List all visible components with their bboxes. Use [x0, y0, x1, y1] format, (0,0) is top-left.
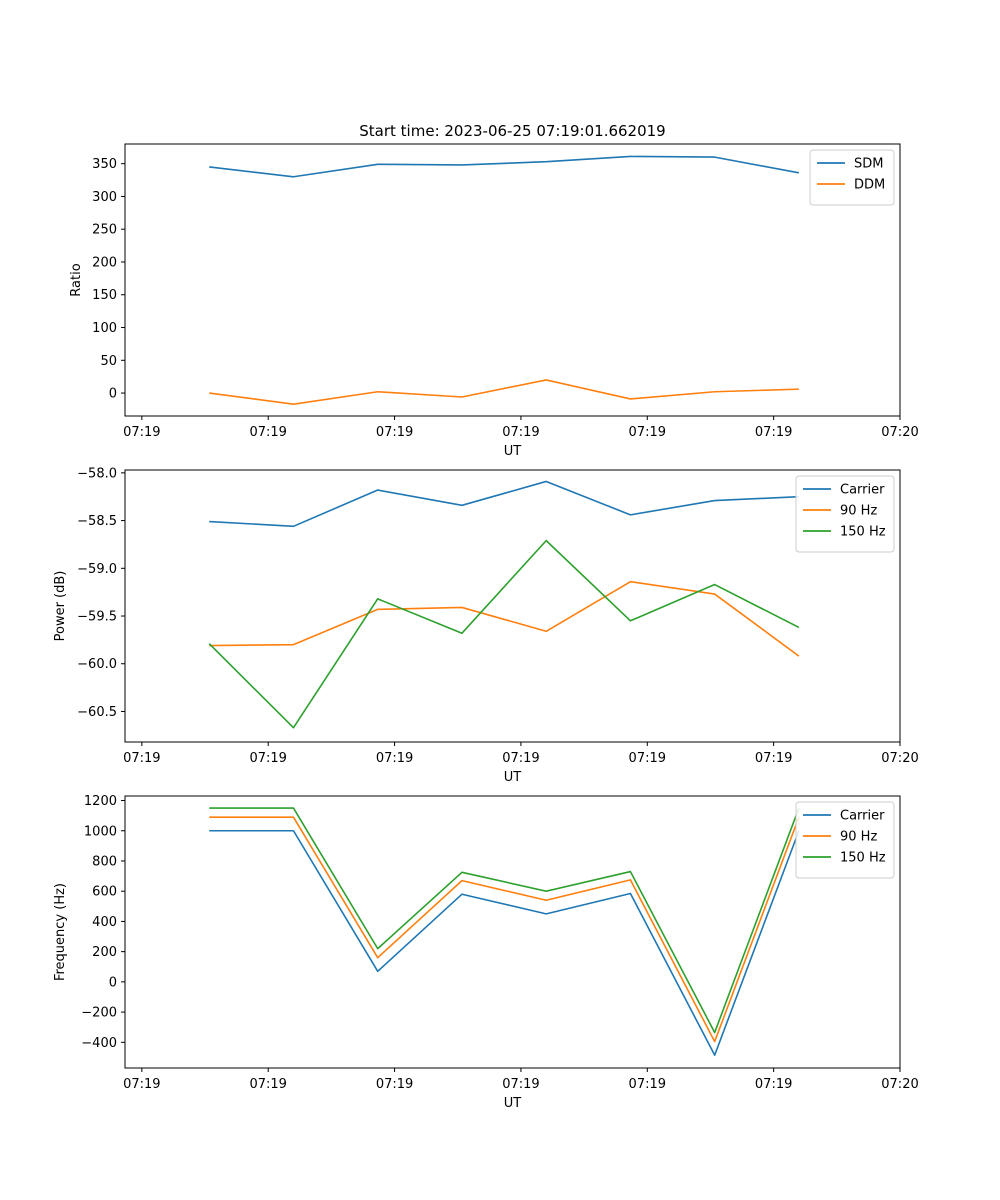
x-tick-label: 07:19 — [249, 425, 286, 440]
x-tick-label: 07:19 — [376, 1077, 413, 1092]
x-tick-label: 07:19 — [123, 751, 160, 766]
y-tick-label: 600 — [92, 885, 117, 900]
legend-label: SDM — [854, 157, 883, 172]
x-axis-label: UT — [504, 444, 522, 459]
x-tick-label: 07:19 — [755, 1077, 792, 1092]
y-tick-label: −58.5 — [77, 514, 117, 529]
y-tick-label: 200 — [92, 945, 117, 960]
x-tick-label: 07:19 — [123, 425, 160, 440]
x-tick-label: 07:20 — [881, 1077, 918, 1092]
x-tick-label: 07:20 — [881, 425, 918, 440]
y-tick-label: 350 — [92, 157, 117, 172]
x-tick-label: 07:19 — [629, 751, 666, 766]
subplot-2: 07:19 07:19 07:19 07:19 07:19 07:19 07:20 −60.5… — [53, 466, 919, 785]
y-tick-label: 100 — [92, 321, 117, 336]
subplot-3: 07:19 07:19 07:19 07:19 07:19 07:19 07:20 −400 −… — [53, 794, 919, 1111]
x-tick-label: 07:20 — [881, 751, 918, 766]
series-line-90-hz — [209, 816, 800, 1043]
series-line-90-hz — [209, 580, 800, 657]
y-tick-label: −60.5 — [77, 705, 117, 720]
y-tick-label: −59.5 — [77, 610, 117, 625]
y-tick-label: 150 — [92, 288, 117, 303]
x-tick-label: 07:19 — [629, 1077, 666, 1092]
x-tick-label: 07:19 — [755, 425, 792, 440]
legend: Carrier 90 Hz 150 Hz — [795, 475, 895, 553]
x-tick-label: 07:19 — [502, 1077, 539, 1092]
x-axis-label: UT — [504, 1096, 522, 1111]
y-tick-label: 0 — [109, 387, 117, 402]
series-line-carrier — [209, 829, 800, 1056]
x-tick-label: 07:19 — [123, 1077, 160, 1092]
x-tick-label: 07:19 — [502, 425, 539, 440]
y-axis-label: Power (dB) — [53, 571, 68, 642]
y-tick-label: 300 — [92, 190, 117, 205]
legend: Carrier 90 Hz 150 Hz — [795, 801, 895, 879]
axes-frame — [124, 469, 901, 743]
y-tick-label: 1200 — [84, 794, 117, 809]
axes-frame — [124, 143, 901, 417]
legend-label: 150 Hz — [840, 525, 886, 540]
x-tick-label: 07:19 — [376, 425, 413, 440]
series-line-sdm — [209, 155, 800, 178]
axes-frame — [124, 795, 901, 1069]
legend-label: 90 Hz — [840, 830, 877, 845]
legend-label: 150 Hz — [840, 851, 886, 866]
y-tick-label: 0 — [109, 975, 117, 990]
y-tick-label: 50 — [100, 354, 117, 369]
series-line-ddm — [209, 379, 799, 406]
legend: SDM DDM — [809, 149, 895, 206]
figure-title: Start time: 2023-06-25 07:19:01.662019 — [359, 122, 665, 140]
y-tick-label: −59.0 — [77, 562, 117, 577]
legend-label: 90 Hz — [840, 504, 877, 519]
x-tick-label: 07:19 — [629, 425, 666, 440]
x-tick-label: 07:19 — [502, 751, 539, 766]
y-tick-label: 200 — [92, 255, 117, 270]
y-tick-label: 800 — [92, 854, 117, 869]
x-tick-label: 07:19 — [755, 751, 792, 766]
series-line-150-hz — [209, 807, 800, 1034]
y-axis-label: Frequency (Hz) — [53, 883, 68, 981]
series-line-carrier — [209, 480, 799, 528]
y-tick-label: −60.0 — [77, 657, 117, 672]
subplots: 07:19 07:19 07:19 07:19 07:19 07:19 07:20 0 50 10… — [53, 143, 919, 1111]
legend-box — [795, 475, 895, 553]
x-tick-label: 07:19 — [249, 751, 286, 766]
legend-label: Carrier — [840, 809, 885, 824]
series-line-150-hz — [208, 539, 800, 729]
y-tick-label: 1000 — [84, 824, 117, 839]
legend-label: Carrier — [840, 483, 885, 498]
x-tick-label: 07:19 — [376, 751, 413, 766]
x-axis-label: UT — [504, 770, 522, 785]
y-tick-label: −400 — [81, 1036, 117, 1051]
y-tick-label: 250 — [92, 223, 117, 238]
y-tick-label: −58.0 — [77, 466, 117, 481]
y-tick-label: −200 — [81, 1006, 117, 1021]
legend-label: DDM — [854, 178, 885, 193]
subplot-1: 07:19 07:19 07:19 07:19 07:19 07:19 07:20 0 50 10… — [69, 143, 919, 459]
legend-box — [795, 801, 895, 879]
y-tick-label: 400 — [92, 915, 117, 930]
y-axis-label: Ratio — [69, 263, 84, 296]
x-tick-label: 07:19 — [249, 1077, 286, 1092]
